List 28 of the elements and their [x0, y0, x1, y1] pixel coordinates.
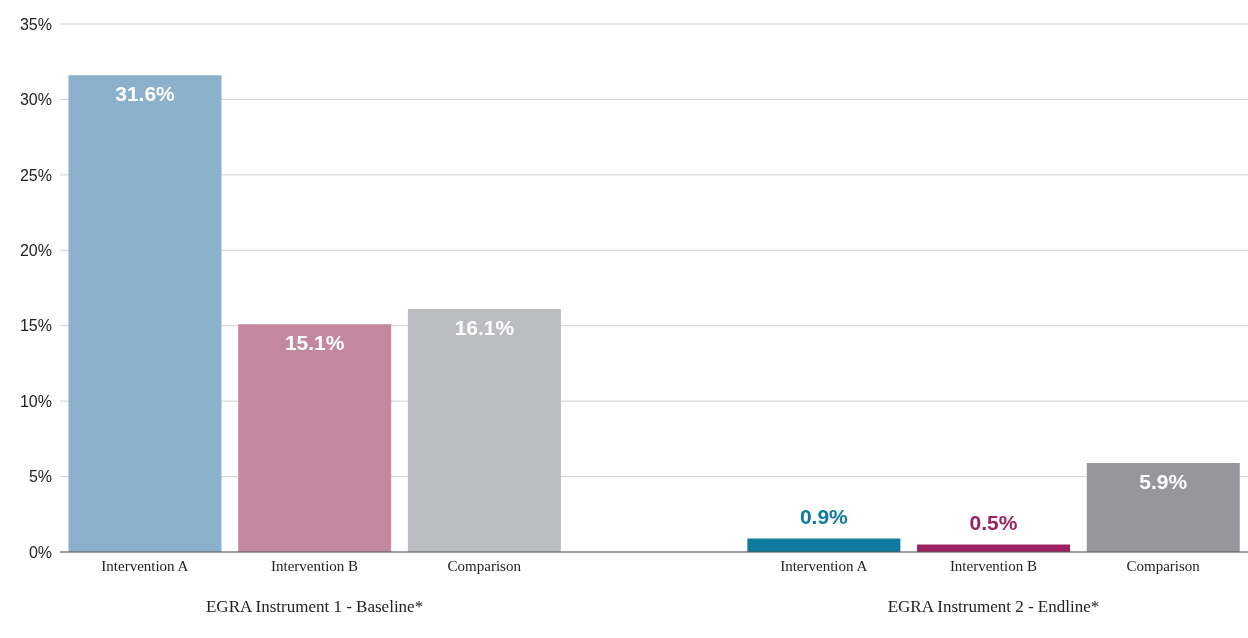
bar [1086, 462, 1240, 552]
x-tick-label: Comparison [1126, 557, 1201, 574]
text: EGRA Instrument 1 - Baseline* [205, 597, 424, 617]
bar [917, 544, 1071, 552]
bar [747, 538, 901, 552]
bar [238, 324, 392, 552]
y-tick-label: 15% [19, 317, 52, 335]
bar [407, 309, 561, 552]
data-label: 15.1% [284, 331, 345, 355]
y-tick-label: 20% [19, 241, 52, 259]
x-tick-label: Comparison [447, 557, 522, 574]
y-tick-label: 35% [19, 15, 52, 33]
x-tick-label: Intervention B [949, 557, 1037, 574]
bar [68, 75, 222, 552]
data-label: 16.1% [454, 316, 515, 340]
x-tick-label: Intervention A [101, 557, 189, 574]
y-tick-label: 10% [19, 392, 52, 410]
x-tick-label: Intervention B [271, 557, 359, 574]
y-tick-label: 25% [19, 166, 52, 184]
text: EGRA Instrument 2 - Endline* [887, 597, 1100, 617]
data-label: 5.9% [1139, 469, 1188, 493]
y-tick-label: 0% [28, 543, 52, 561]
y-tick-label: 30% [19, 91, 52, 109]
data-label: 31.6% [115, 82, 176, 106]
data-label: 0.5% [969, 511, 1018, 535]
data-label: 0.9% [799, 505, 849, 529]
y-tick-label: 5% [28, 468, 52, 486]
x-tick-label: Intervention A [780, 557, 868, 574]
